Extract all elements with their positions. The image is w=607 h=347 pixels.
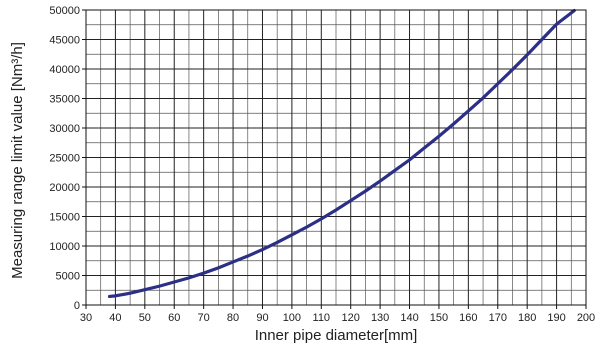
x-tick-label: 170 <box>489 312 507 324</box>
x-tick-label: 200 <box>577 312 595 324</box>
x-axis-title: Inner pipe diameter[mm] <box>255 327 418 344</box>
x-tick-label: 140 <box>400 312 418 324</box>
x-tick-label: 120 <box>342 312 360 324</box>
y-tick-label: 0 <box>74 300 80 312</box>
x-tick-label: 90 <box>256 312 268 324</box>
y-tick-label: 35000 <box>49 94 80 106</box>
x-tick-labels: 30 40 50 60 70 80 90 100 110 120 130 140 150 160 170 18… <box>80 312 595 324</box>
y-tick-label: 20000 <box>49 182 80 194</box>
plot-frame <box>85 9 587 306</box>
y-tick-label: 50000 <box>49 5 80 17</box>
x-tick-label: 80 <box>227 312 239 324</box>
y-tick-label: 25000 <box>49 153 80 165</box>
x-tick-label: 50 <box>139 312 151 324</box>
y-tick-label: 30000 <box>49 123 80 135</box>
y-axis-title: Measuring range limit value [Nm³/h] <box>9 42 26 279</box>
series-layer <box>107 8 576 299</box>
y-tick-label: 40000 <box>49 64 80 76</box>
x-tick-label: 30 <box>80 312 92 324</box>
x-tick-label: 190 <box>547 312 565 324</box>
y-tick-labels: 0 5000 10000 15000 20000 25000 30000 35000 40000… <box>49 5 80 312</box>
series-line <box>107 8 576 299</box>
y-tick-label: 15000 <box>49 212 80 224</box>
y-tick-label: 10000 <box>49 241 80 253</box>
x-tick-label: 60 <box>168 312 180 324</box>
y-tick-label: 45000 <box>49 35 80 47</box>
y-tick-label: 5000 <box>56 271 80 283</box>
x-tick-label: 150 <box>430 312 448 324</box>
x-tick-label: 110 <box>313 312 331 324</box>
x-tick-label: 130 <box>371 312 389 324</box>
x-tick-label: 70 <box>198 312 210 324</box>
x-tick-label: 160 <box>459 312 477 324</box>
x-tick-label: 100 <box>283 312 301 324</box>
x-tick-label: 180 <box>518 312 536 324</box>
x-tick-label: 40 <box>109 312 121 324</box>
